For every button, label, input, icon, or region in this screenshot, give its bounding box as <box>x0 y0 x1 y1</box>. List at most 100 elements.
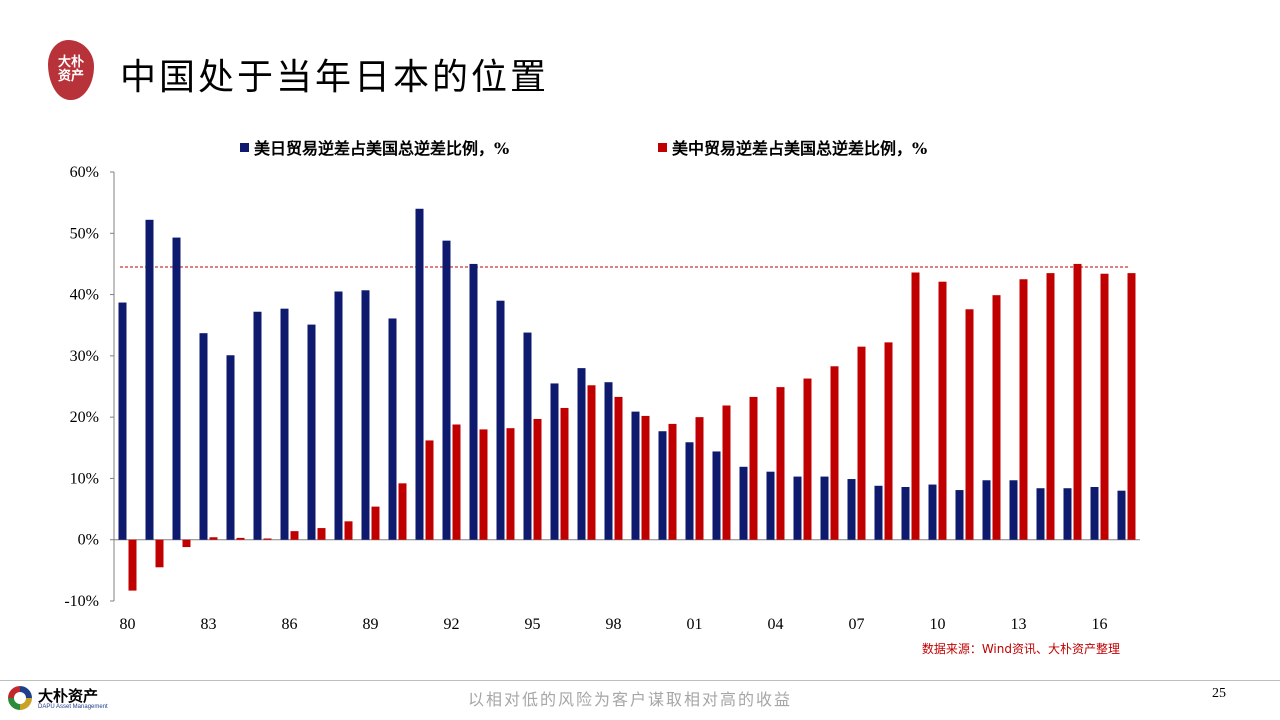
bar-us-japan <box>307 324 316 540</box>
bar-us-japan <box>334 291 343 540</box>
x-tick-label: 01 <box>687 616 703 633</box>
bar-us-china <box>155 539 164 568</box>
x-tick-label: 80 <box>120 616 136 633</box>
footer-slogan: 以相对低的风险为客户谋取相对高的收益 <box>467 690 792 709</box>
y-tick-label: 10% <box>70 470 99 487</box>
y-tick-label: 30% <box>70 348 99 365</box>
bar-us-japan <box>523 332 532 540</box>
bar-us-china <box>803 378 812 540</box>
bar-layer <box>118 208 1136 591</box>
bar-us-japan <box>793 476 802 540</box>
page-number: 25 <box>1212 686 1226 701</box>
bar-us-china <box>749 396 758 540</box>
bar-us-china <box>830 366 839 540</box>
bar-us-japan <box>415 208 424 540</box>
bar-us-china <box>128 539 137 591</box>
x-tick-label: 07 <box>849 616 865 633</box>
bar-us-japan <box>118 302 127 540</box>
bar-us-china <box>668 423 677 540</box>
bar-us-china <box>1127 273 1136 540</box>
x-tick-label: 92 <box>444 616 460 633</box>
bar-us-china <box>263 538 272 540</box>
bar-us-china <box>533 418 542 540</box>
y-tick-label: 20% <box>70 409 99 426</box>
bar-us-china <box>911 272 920 540</box>
bar-us-china <box>857 346 866 540</box>
footer-logo: 大朴资产 DAPU Asset Management <box>8 684 128 716</box>
logo-name: 大朴资产 <box>38 687 99 705</box>
bar-us-china <box>695 417 704 540</box>
bar-us-china <box>182 539 191 548</box>
bar-us-japan <box>469 263 478 540</box>
y-tick-label: 40% <box>70 287 99 304</box>
bar-us-japan <box>685 442 694 540</box>
y-tick-label: -10% <box>64 593 99 610</box>
x-tick-label: 95 <box>525 616 541 633</box>
bar-us-japan <box>253 311 262 540</box>
bar-us-china <box>992 295 1001 540</box>
bar-us-japan <box>901 487 910 540</box>
bar-us-japan <box>928 484 937 540</box>
bar-us-japan <box>820 476 829 540</box>
bar-us-china <box>290 531 299 540</box>
bar-us-china <box>236 537 245 540</box>
brand-seal: 大朴资产 <box>48 40 94 100</box>
bar-us-japan <box>496 300 505 540</box>
bar-us-china <box>641 415 650 540</box>
bar-us-china <box>614 396 623 540</box>
bar-us-china <box>884 342 893 540</box>
bar-us-japan <box>442 240 451 540</box>
bar-us-china <box>965 309 974 540</box>
bar-us-china <box>371 506 380 540</box>
bar-us-china <box>560 407 569 540</box>
footer-divider <box>0 680 1280 681</box>
x-tick-label: 13 <box>1011 616 1027 633</box>
bar-us-china <box>398 483 407 540</box>
legend-label: 美日贸易逆差占美国总逆差比例，% <box>254 139 509 158</box>
bar-us-japan <box>712 451 721 540</box>
bar-us-japan <box>1036 488 1045 540</box>
legend-swatch <box>240 143 249 152</box>
legend-label: 美中贸易逆差占美国总逆差比例，% <box>672 139 927 158</box>
x-tick-label: 04 <box>768 616 784 633</box>
bar-us-japan <box>1117 490 1126 540</box>
bar-us-china <box>209 537 218 540</box>
logo-ring-icon <box>8 686 32 710</box>
bar-us-japan <box>604 382 613 540</box>
bar-us-japan <box>1063 488 1072 540</box>
page-title: 中国处于当年日本的位置 <box>120 57 550 98</box>
bar-us-japan <box>847 479 856 540</box>
bar-us-china <box>722 405 731 540</box>
bar-us-china <box>1073 263 1082 540</box>
x-tick-label: 98 <box>606 616 622 633</box>
axis-layer: 60% 50% 40% 30% 20% 10% 0% -10% 80 83 86 89 92 95 98 01… <box>64 164 1140 633</box>
bar-us-japan <box>1009 480 1018 540</box>
bar-us-china <box>425 440 434 540</box>
bar-us-china <box>452 424 461 540</box>
bar-us-china <box>938 281 947 540</box>
bar-us-china <box>344 521 353 540</box>
bar-us-japan <box>550 383 559 540</box>
bar-us-japan <box>280 308 289 540</box>
bar-us-china <box>317 528 326 540</box>
bar-us-china <box>1100 273 1109 540</box>
bar-us-japan <box>739 466 748 540</box>
bar-us-china <box>506 428 515 540</box>
logo-subtitle: DAPU Asset Management <box>38 704 108 710</box>
bar-us-japan <box>658 431 667 540</box>
bar-us-china <box>1019 279 1028 540</box>
bar-us-china <box>1046 273 1055 540</box>
x-tick-label: 16 <box>1092 616 1108 633</box>
seal-text: 大朴资产 <box>57 55 84 84</box>
bar-us-japan <box>361 290 370 540</box>
bar-us-china <box>587 385 596 540</box>
x-tick-label: 86 <box>282 616 298 633</box>
y-tick-label: 50% <box>70 225 99 242</box>
bar-us-japan <box>226 355 235 540</box>
bar-us-japan <box>1090 487 1099 540</box>
bar-us-japan <box>955 490 964 540</box>
bar-us-japan <box>631 411 640 540</box>
x-tick-label: 10 <box>930 616 946 633</box>
bar-us-japan <box>145 219 154 540</box>
legend: 美日贸易逆差占美国总逆差比例，% 美中贸易逆差占美国总逆差比例，% <box>240 139 927 158</box>
